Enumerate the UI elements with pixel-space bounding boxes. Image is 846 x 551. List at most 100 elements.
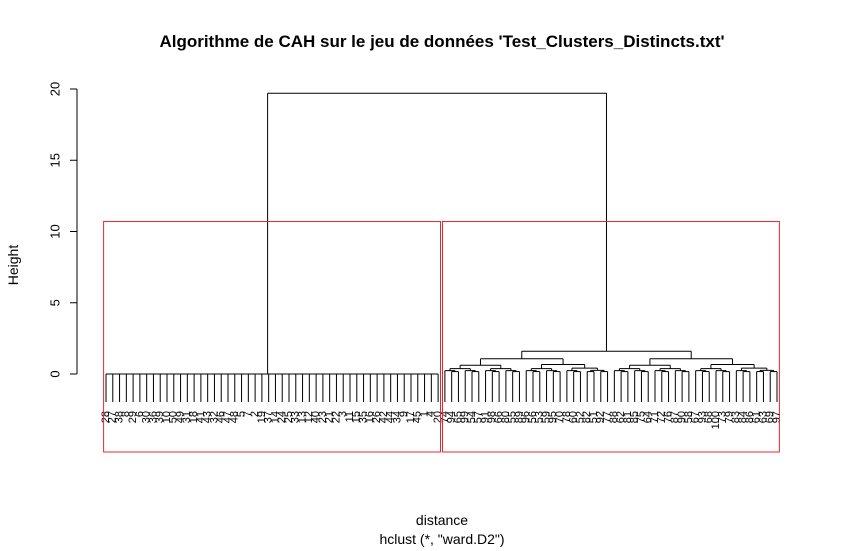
leaf-label: 91	[479, 411, 491, 423]
leaf-label: 18	[188, 411, 200, 423]
leaf-label: 11	[344, 411, 356, 422]
leaf-label: 5	[235, 411, 247, 417]
leaf-label: 36	[147, 411, 159, 423]
leaf-label: 65	[452, 411, 464, 423]
x-axis-label: distance	[416, 512, 468, 528]
leaf-label: 3	[337, 411, 349, 417]
leaf-label: 38	[113, 411, 125, 423]
chart-subtitle: hclust (*, "ward.D2")	[379, 531, 504, 547]
leaf-label: 48	[229, 411, 241, 423]
leaf-label: 23	[317, 411, 329, 423]
leaf-label: 81	[622, 411, 634, 423]
y-tick-label: 10	[47, 224, 62, 238]
leaf-label: 71	[649, 411, 661, 423]
leaf-label: 27	[107, 411, 119, 423]
leaf-label: 77	[601, 411, 613, 423]
leaf-label: 26	[371, 411, 383, 423]
leaf-label: 42	[378, 411, 390, 423]
leaf-label: 64	[642, 411, 654, 423]
leaf-label: 99	[459, 411, 471, 423]
leaf-label: 33	[290, 411, 302, 423]
leaf-label: 7	[242, 411, 254, 417]
leaf-label: 19	[256, 411, 268, 423]
leaf-label: 22	[330, 411, 342, 423]
leaf-label: 98	[486, 411, 498, 423]
leaf-label: 14	[269, 411, 281, 423]
leaf-label: 58	[683, 411, 695, 423]
leaf-label: 75	[635, 411, 647, 423]
leaf-label: 89	[513, 411, 525, 423]
leaf-label: 95	[547, 411, 559, 423]
leaf-label: 53	[534, 411, 546, 423]
leaf-label: 88	[608, 411, 620, 423]
leaf-label: 79	[723, 411, 735, 423]
leaf-label: 80	[500, 411, 512, 423]
leaf-label: 4	[425, 411, 437, 417]
leaf-label: 35	[357, 411, 369, 423]
y-tick-label: 5	[47, 299, 62, 306]
leaf-label: 13	[296, 411, 308, 423]
leaf-label: 31	[181, 411, 193, 423]
leaf-label: 44	[385, 411, 397, 423]
leaf-label: 76	[662, 411, 674, 423]
y-tick-label: 20	[47, 82, 62, 96]
leaf-label: 40	[310, 411, 322, 423]
leaf-label: 15	[351, 411, 363, 423]
leaf-label: 60	[568, 411, 580, 423]
leaf-label: 59	[540, 411, 552, 423]
leaf-label: 54	[466, 411, 478, 423]
leaf-label: 41	[195, 411, 207, 423]
leaf-label: 29	[127, 411, 139, 423]
leaf-label: 8	[120, 411, 132, 417]
leaf-label: 30	[141, 411, 153, 423]
leaf-label: 25	[283, 411, 295, 423]
leaf-label: 49	[174, 411, 186, 423]
leaf-label: 39	[154, 411, 166, 423]
leaf-label: 72	[656, 411, 668, 423]
leaf-label: 47	[222, 411, 234, 423]
cluster-rectangles	[103, 221, 780, 453]
leaf-label: 2	[249, 411, 261, 417]
leaf-label: 17	[405, 411, 417, 423]
chart-title: Algorithme de CAH sur le jeu de données …	[159, 32, 724, 51]
leaf-label: 61	[751, 411, 763, 423]
leaf-label: 63	[757, 411, 769, 423]
y-tick-label: 15	[47, 153, 62, 167]
leaf-label: 69	[764, 411, 776, 423]
leaf-label: 50	[168, 411, 180, 423]
leaf-label: 24	[276, 411, 288, 423]
leaf-label: 12	[303, 411, 315, 423]
leaf-label: 94	[446, 411, 458, 423]
cluster-rectangle	[442, 221, 780, 453]
y-ticks: 0 5 10 15 20	[47, 82, 77, 378]
leaf-label: 97	[771, 411, 783, 423]
leaf-label: 82	[581, 411, 593, 423]
leaf-label: 90	[676, 411, 688, 423]
leaf-label: 70	[554, 411, 566, 423]
y-axis: 0 5 10 15 20	[47, 82, 78, 378]
y-tick-label: 0	[47, 370, 62, 377]
leaf-labels: 2827388296303639105049311841433246474857…	[100, 411, 783, 429]
leaf-label: 51	[588, 411, 600, 423]
leaf-label: 6	[134, 411, 146, 417]
leaf-label: 92	[595, 411, 607, 423]
leaf-label: 100	[710, 411, 722, 429]
leaf-label: 28	[100, 411, 112, 423]
leaf-label: 52	[574, 411, 586, 423]
leaf-label: 66	[493, 411, 505, 423]
leaf-label: 1	[418, 411, 430, 417]
leaf-label: 55	[507, 411, 519, 423]
cluster-rectangle	[103, 221, 441, 453]
leaf-label: 46	[215, 411, 227, 423]
leaf-label: 74	[439, 411, 451, 423]
leaf-label: 43	[202, 411, 214, 423]
leaf-label: 73	[717, 411, 729, 423]
leaf-label: 57	[473, 411, 485, 423]
y-axis-label: Height	[5, 245, 21, 286]
leaf-label: 87	[669, 411, 681, 423]
leaf-label: 45	[412, 411, 424, 423]
leaf-label: 62	[615, 411, 627, 423]
dendrogram-branches	[105, 92, 778, 402]
leaf-label: 84	[737, 411, 749, 423]
